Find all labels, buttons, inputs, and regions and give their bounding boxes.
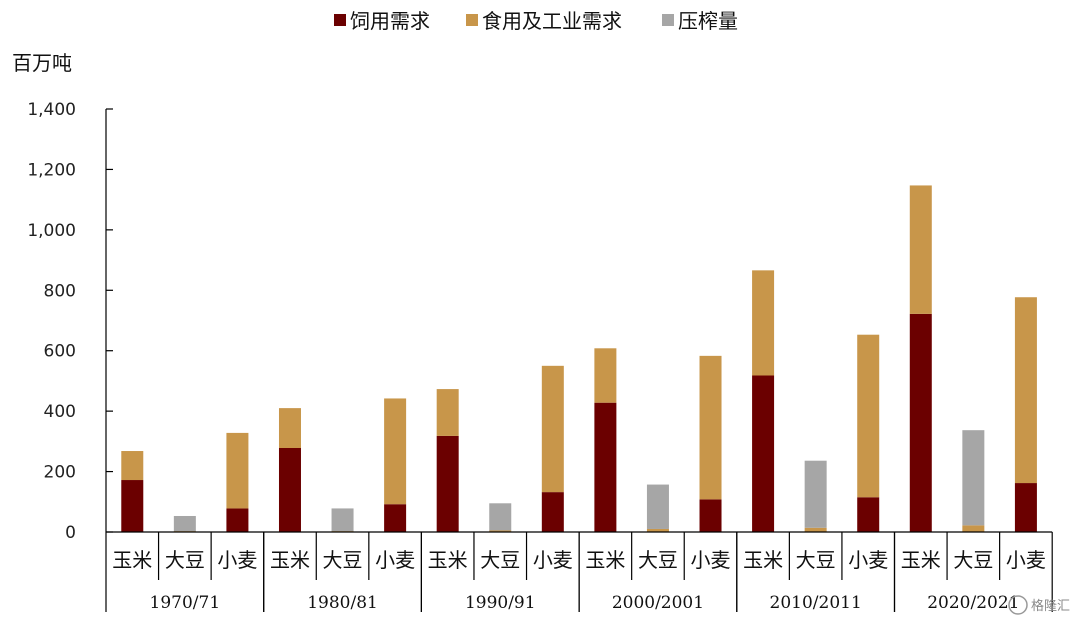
- bar-segment: [804, 460, 827, 528]
- x-category-label: 玉米: [428, 548, 468, 572]
- x-category-label: 大豆: [796, 548, 836, 572]
- bar-segment: [857, 497, 880, 532]
- bars: [121, 185, 1037, 532]
- x-category-label: 玉米: [585, 548, 625, 572]
- bar-segment: [541, 492, 564, 532]
- bar-segment: [646, 528, 669, 532]
- x-category-label: 小麦: [848, 548, 888, 572]
- bar-segment: [436, 435, 459, 532]
- bar-segment: [804, 527, 827, 532]
- bar-segment: [699, 499, 722, 532]
- bar-segment: [226, 432, 249, 509]
- legend-label-0: 饲用需求: [350, 9, 430, 33]
- x-period-label: 1980/81: [307, 593, 378, 613]
- legend-swatch-2: [662, 14, 674, 26]
- bar-segment: [384, 398, 407, 505]
- legend: 饲用需求 食用及工业需求 压榨量: [334, 9, 738, 33]
- y-tick-label: 200: [44, 463, 76, 483]
- bar-segment: [752, 270, 775, 376]
- legend-label-1: 食用及工业需求: [482, 9, 622, 33]
- bar-segment: [331, 508, 354, 532]
- bar-segment: [594, 402, 617, 532]
- legend-swatch-1: [466, 14, 478, 26]
- bar-segment: [857, 334, 880, 498]
- x-period-label: 2000/2001: [612, 593, 704, 613]
- y-tick-label: 1,200: [27, 160, 76, 180]
- watermark-logo-icon: [1008, 595, 1028, 615]
- y-tick-label: 800: [44, 281, 76, 301]
- bar-segment: [1014, 297, 1037, 484]
- legend-label-2: 压榨量: [678, 9, 738, 33]
- bar-segment: [226, 508, 249, 532]
- bar-segment: [541, 365, 564, 493]
- x-category-label: 小麦: [217, 548, 257, 572]
- y-axis: 0 200 400 600 800 1,000 1,200 1,400: [27, 100, 113, 543]
- y-tick-label: 600: [44, 342, 76, 362]
- x-category-label: 玉米: [112, 548, 152, 572]
- bar-segment: [594, 348, 617, 403]
- y-tick-label: 400: [44, 402, 76, 422]
- bar-segment: [489, 530, 512, 532]
- x-category-label: 大豆: [638, 548, 678, 572]
- y-tick-label: 1,000: [27, 221, 76, 241]
- bar-segment: [173, 515, 196, 532]
- bar-segment: [962, 430, 985, 526]
- x-category-label: 小麦: [1006, 548, 1046, 572]
- bar-segment: [699, 355, 722, 500]
- x-category-label: 大豆: [165, 548, 205, 572]
- bar-segment: [962, 525, 985, 532]
- y-axis-unit-label: 百万吨: [12, 51, 72, 75]
- bar-segment: [278, 448, 301, 532]
- bar-segment: [646, 484, 669, 529]
- watermark: 格隆汇: [1008, 595, 1070, 615]
- bar-segment: [121, 451, 144, 481]
- x-category-label: 小麦: [375, 548, 415, 572]
- bar-segment: [909, 313, 932, 532]
- x-category-label: 小麦: [533, 548, 573, 572]
- bar-segment: [1014, 483, 1037, 532]
- bar-segment: [489, 503, 512, 531]
- x-category-label: 玉米: [270, 548, 310, 572]
- bar-segment: [384, 504, 407, 532]
- bar-segment: [909, 185, 932, 314]
- x-category-label: 玉米: [901, 548, 941, 572]
- x-category-label: 大豆: [953, 548, 993, 572]
- x-category-label: 小麦: [691, 548, 731, 572]
- y-tick-label: 1,400: [27, 100, 76, 120]
- watermark-text: 格隆汇: [1031, 598, 1070, 614]
- legend-swatch-0: [334, 14, 346, 26]
- x-period-label: 2020/2021: [927, 593, 1019, 613]
- x-period-label: 1990/91: [465, 593, 536, 613]
- bar-segment: [278, 408, 301, 449]
- x-category-label: 玉米: [743, 548, 783, 572]
- bar-segment: [121, 480, 144, 532]
- x-category-label: 大豆: [323, 548, 363, 572]
- y-tick-label: 0: [65, 523, 76, 543]
- bar-segment: [752, 375, 775, 532]
- x-period-label: 2010/2011: [770, 593, 862, 613]
- x-category-label: 大豆: [480, 548, 520, 572]
- x-period-label: 1970/71: [150, 593, 221, 613]
- bar-segment: [436, 389, 459, 436]
